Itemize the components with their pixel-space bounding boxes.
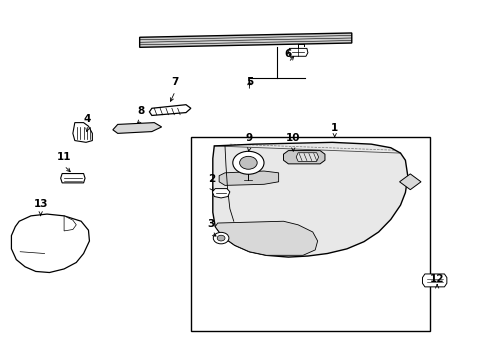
Circle shape bbox=[232, 151, 264, 174]
Polygon shape bbox=[296, 153, 318, 161]
Polygon shape bbox=[61, 174, 85, 183]
Polygon shape bbox=[219, 171, 278, 185]
Circle shape bbox=[217, 235, 224, 241]
Polygon shape bbox=[212, 142, 407, 257]
Polygon shape bbox=[73, 123, 92, 142]
Text: 6: 6 bbox=[284, 49, 291, 59]
Polygon shape bbox=[140, 33, 351, 47]
Polygon shape bbox=[113, 123, 161, 134]
Polygon shape bbox=[283, 150, 325, 164]
Text: 10: 10 bbox=[285, 134, 300, 143]
Polygon shape bbox=[288, 48, 307, 56]
Polygon shape bbox=[149, 105, 190, 116]
Polygon shape bbox=[212, 189, 229, 198]
Text: 7: 7 bbox=[171, 77, 179, 87]
Polygon shape bbox=[64, 216, 76, 231]
Polygon shape bbox=[215, 221, 317, 255]
Circle shape bbox=[239, 156, 257, 169]
Text: 13: 13 bbox=[33, 199, 48, 210]
Polygon shape bbox=[399, 174, 420, 190]
Text: 1: 1 bbox=[330, 123, 338, 134]
Polygon shape bbox=[422, 274, 446, 287]
Text: 8: 8 bbox=[137, 106, 144, 116]
Text: 11: 11 bbox=[57, 152, 71, 162]
Bar bbox=[190, 137, 429, 330]
Circle shape bbox=[213, 232, 228, 244]
Polygon shape bbox=[11, 214, 89, 273]
Text: 3: 3 bbox=[207, 220, 215, 229]
Text: 12: 12 bbox=[429, 274, 444, 284]
Text: 2: 2 bbox=[207, 174, 215, 184]
Text: 4: 4 bbox=[83, 114, 91, 125]
Text: 9: 9 bbox=[245, 134, 252, 143]
Text: 5: 5 bbox=[245, 77, 252, 87]
